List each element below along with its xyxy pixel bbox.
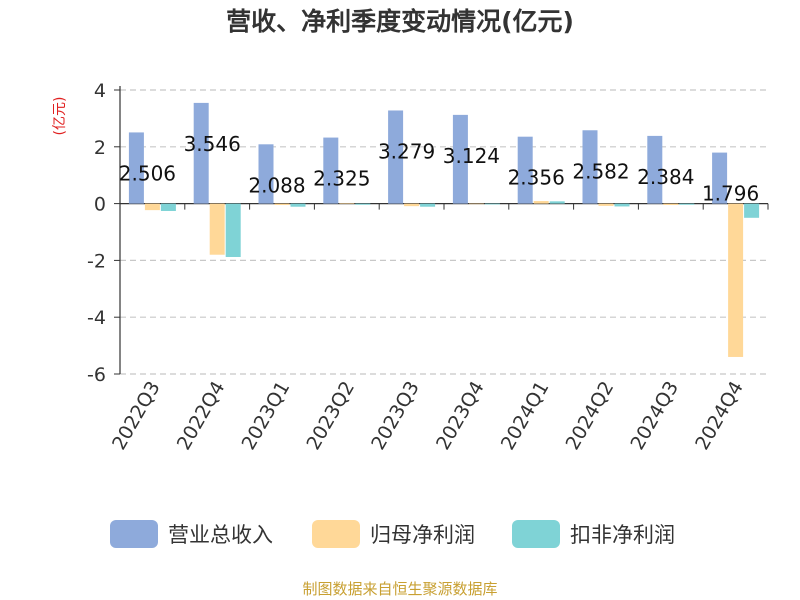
chart-title: 营收、净利季度变动情况(亿元) xyxy=(226,7,574,36)
bar xyxy=(225,203,241,257)
data-label: 3.124 xyxy=(443,144,500,168)
bars xyxy=(128,102,760,357)
x-tick-label: 2023Q3 xyxy=(367,378,424,454)
data-label: 2.088 xyxy=(248,173,305,197)
data-label: 2.356 xyxy=(508,166,565,190)
x-tick-label: 2022Q3 xyxy=(108,378,165,454)
y-tick-label: -4 xyxy=(87,307,106,329)
bar xyxy=(663,203,679,206)
x-tick-label: 2024Q1 xyxy=(497,378,554,454)
legend-swatch xyxy=(110,520,158,548)
data-label: 3.546 xyxy=(184,132,241,156)
x-tick-label: 2023Q1 xyxy=(238,378,295,454)
bar xyxy=(614,203,630,207)
data-label: 2.325 xyxy=(313,167,370,191)
data-label: 2.506 xyxy=(119,161,176,185)
data-label: 2.384 xyxy=(637,165,694,189)
bar xyxy=(598,203,614,206)
bar xyxy=(712,152,728,204)
data-label: 3.279 xyxy=(378,139,435,163)
x-tick-label: 2023Q4 xyxy=(432,378,489,454)
bar xyxy=(355,203,371,205)
bar xyxy=(484,203,500,205)
bar xyxy=(420,203,436,207)
legend-swatch xyxy=(512,520,560,548)
bar xyxy=(274,203,290,206)
y-tick-label: 0 xyxy=(94,194,106,216)
legend-label: 归母净利润 xyxy=(370,523,475,547)
x-tick-label: 2023Q2 xyxy=(302,378,359,454)
bar xyxy=(533,201,549,204)
bar xyxy=(290,203,306,207)
bar xyxy=(128,132,144,204)
y-unit-label: (亿元) xyxy=(52,97,68,136)
bar xyxy=(452,114,468,204)
data-source-note: 制图数据来自恒生聚源数据库 xyxy=(302,580,498,598)
data-label: 1.796 xyxy=(702,182,759,206)
bar xyxy=(404,203,420,207)
bar xyxy=(582,130,598,204)
bar xyxy=(193,102,209,204)
y-tick-label: 4 xyxy=(94,80,106,102)
legend-label: 营业总收入 xyxy=(168,523,273,547)
y-tick-label: 2 xyxy=(94,137,106,159)
bar xyxy=(517,136,533,204)
x-tick-label: 2022Q4 xyxy=(173,378,230,454)
bar xyxy=(388,110,404,204)
bar xyxy=(144,203,160,211)
data-labels: 2.506 3.546 2.088 2.325 3.279 3.124 2.356 2.582… xyxy=(119,132,759,206)
y-tick-label: -6 xyxy=(87,364,106,386)
bar xyxy=(209,203,225,255)
bar xyxy=(549,201,565,204)
y-tick-label: -2 xyxy=(87,250,106,272)
bar xyxy=(468,203,484,205)
data-label: 2.582 xyxy=(572,159,629,183)
bar xyxy=(679,203,695,205)
bar xyxy=(339,203,355,204)
bar xyxy=(647,135,663,204)
x-tick-label: 2024Q2 xyxy=(562,378,619,454)
bar xyxy=(258,144,274,204)
x-tick-label: 2024Q3 xyxy=(626,378,683,454)
bar xyxy=(323,137,339,204)
legend: 营业总收入 归母净利润 扣非净利润 xyxy=(110,520,675,548)
legend-swatch xyxy=(312,520,360,548)
bar xyxy=(744,203,760,218)
bar xyxy=(160,203,176,211)
x-tick-label: 2024Q4 xyxy=(691,378,748,454)
bar xyxy=(728,203,744,357)
legend-label: 扣非净利润 xyxy=(570,523,675,547)
